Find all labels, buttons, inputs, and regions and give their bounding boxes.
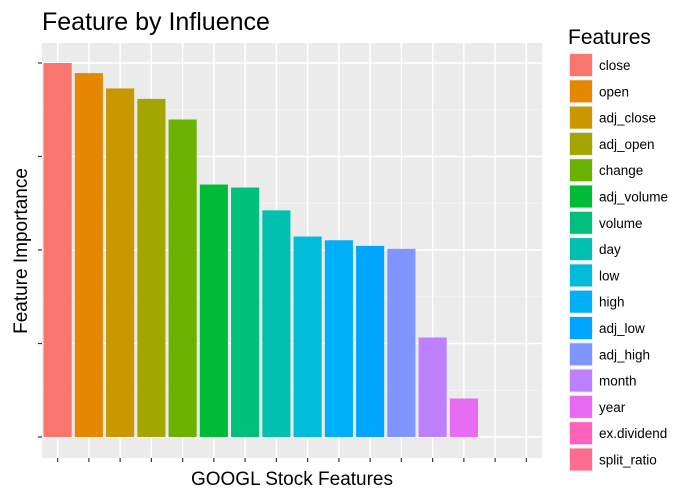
legend-label: adj_open (599, 137, 655, 152)
legend-label: ex.dividend (599, 426, 667, 441)
legend-swatch (570, 369, 592, 392)
legend-swatch (570, 106, 592, 129)
x-axis-label: GOOGL Stock Features (191, 469, 393, 490)
legend-item: volume (569, 210, 643, 235)
bar-adj_open (137, 98, 166, 438)
legend-label: volume (599, 216, 643, 231)
bar-volume (231, 187, 260, 437)
bar-year (449, 398, 478, 437)
bar-close (43, 63, 72, 437)
legend-item: day (569, 237, 621, 262)
legend-item: open (569, 79, 629, 104)
bar-open (74, 73, 103, 438)
legend-item: low (569, 263, 620, 288)
legend-label: split_ratio (599, 453, 657, 468)
legend-item: month (569, 368, 637, 393)
legend-item: year (569, 394, 626, 419)
legend-label: month (599, 374, 637, 389)
legend-swatch (570, 132, 592, 155)
legend-swatch (570, 422, 592, 445)
bar-change (168, 119, 197, 437)
legend-label: open (599, 84, 629, 99)
chart-title: Feature by Influence (42, 8, 270, 36)
legend-swatch (570, 448, 592, 471)
legend-item: close (569, 53, 631, 77)
legend-item: ex.dividend (569, 421, 667, 446)
bar-month (418, 337, 447, 437)
axis-ticks (38, 62, 527, 462)
legend-item: high (569, 289, 625, 314)
legend-label: adj_high (599, 347, 650, 362)
legend-label: change (599, 163, 643, 178)
legend-swatch (570, 343, 592, 366)
legend-swatch (570, 159, 592, 182)
bars (43, 63, 478, 438)
legend-item: change (569, 158, 643, 183)
legend-swatch (570, 54, 592, 76)
y-axis-label: Feature Importance (11, 168, 32, 334)
legend-item: split_ratio (569, 447, 657, 472)
legend-item: adj_low (569, 316, 645, 340)
legend-item: adj_close (569, 105, 656, 130)
bar-day (262, 210, 291, 437)
legend-label: adj_close (599, 111, 656, 126)
legend-swatch (570, 80, 592, 103)
legend-label: adj_volume (599, 190, 668, 205)
legend-swatch (570, 185, 592, 208)
legend-item: adj_open (569, 131, 655, 156)
legend-label: adj_low (599, 321, 645, 336)
legend-swatch (570, 211, 592, 234)
bar-adj_volume (199, 184, 228, 437)
legend-label: high (599, 295, 625, 310)
legend-item: adj_volume (569, 184, 668, 209)
legend-label: close (599, 58, 631, 73)
legend-title: Features (568, 26, 651, 49)
legend-label: year (599, 400, 626, 415)
legend-swatch (570, 317, 592, 339)
legend-label: day (599, 242, 621, 257)
legend-item: adj_high (569, 342, 650, 367)
bar-adj_low (356, 245, 385, 437)
bar-adj_close (106, 88, 135, 437)
bar-low (293, 236, 322, 437)
bar-adj_high (387, 248, 416, 437)
legend-swatch (570, 395, 592, 418)
bar-high (324, 240, 353, 437)
legend-swatch (570, 264, 592, 287)
legend-swatch (570, 238, 592, 261)
legend-swatch (570, 290, 592, 313)
legend-label: low (599, 268, 620, 283)
